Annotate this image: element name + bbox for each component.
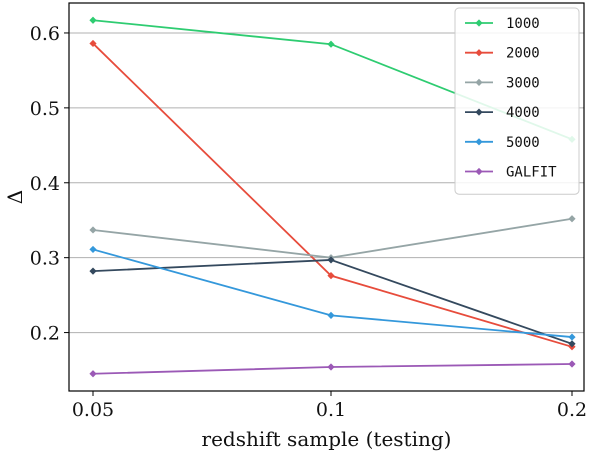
data-point bbox=[327, 256, 335, 264]
legend-swatch-marker bbox=[475, 108, 483, 116]
legend-swatch-marker bbox=[475, 78, 483, 86]
series-galfit bbox=[89, 360, 576, 378]
legend-swatch-marker bbox=[475, 49, 483, 57]
data-point bbox=[327, 311, 335, 319]
y-tick-label: 0.5 bbox=[30, 98, 60, 120]
series-line bbox=[92, 248, 573, 338]
legend-swatch-marker bbox=[475, 19, 483, 27]
legend-label: 4000 bbox=[506, 105, 540, 121]
y-tick-label: 0.2 bbox=[30, 323, 60, 345]
x-tick-label: 0.2 bbox=[557, 399, 587, 421]
data-point bbox=[89, 39, 97, 48]
x-axis: 0.05 0.1 0.2 bbox=[72, 391, 587, 421]
legend-label: 5000 bbox=[506, 135, 540, 151]
legend-label: 2000 bbox=[506, 46, 540, 62]
data-point bbox=[89, 245, 97, 254]
legend-label: GALFIT bbox=[506, 165, 557, 181]
legend-item: 4000 bbox=[465, 105, 540, 121]
legend-swatch-marker bbox=[475, 138, 483, 146]
y-tick-label: 0.3 bbox=[30, 248, 60, 270]
legend-label: 1000 bbox=[506, 16, 540, 32]
data-point bbox=[568, 340, 576, 348]
legend-label: 3000 bbox=[506, 75, 540, 91]
data-point bbox=[327, 272, 335, 280]
series-4000 bbox=[89, 256, 576, 348]
legend-swatch-marker bbox=[475, 167, 483, 176]
series-5000 bbox=[89, 245, 576, 341]
legend-item: 5000 bbox=[465, 135, 540, 151]
legend: 1000 2000 3000 4000 5000 GALFIT bbox=[454, 7, 580, 195]
data-point bbox=[327, 363, 335, 371]
x-tick-label: 0.1 bbox=[316, 399, 346, 421]
y-tick-label: 0.6 bbox=[30, 23, 60, 45]
data-point bbox=[568, 333, 576, 341]
data-point bbox=[89, 370, 97, 378]
legend-item: GALFIT bbox=[465, 165, 557, 181]
data-point bbox=[89, 226, 97, 234]
data-point bbox=[89, 267, 97, 275]
data-point bbox=[568, 215, 576, 223]
legend-item: 1000 bbox=[465, 16, 540, 32]
y-axis-label: Δ bbox=[3, 190, 27, 204]
data-point bbox=[89, 16, 97, 24]
x-axis-label: redshift sample (testing) bbox=[202, 427, 452, 451]
legend-item: 3000 bbox=[465, 75, 540, 91]
series-3000 bbox=[89, 215, 576, 262]
legend-item: 2000 bbox=[465, 46, 540, 62]
y-tick-label: 0.4 bbox=[30, 173, 60, 195]
data-point bbox=[568, 360, 576, 368]
series-line bbox=[92, 217, 573, 259]
legend-box bbox=[454, 7, 580, 195]
x-tick-label: 0.05 bbox=[72, 399, 114, 421]
plot-frame bbox=[68, 2, 585, 392]
data-point bbox=[327, 40, 335, 48]
series-group bbox=[89, 16, 576, 378]
y-axis: 0.2 0.3 0.4 0.5 0.6 bbox=[30, 23, 69, 345]
